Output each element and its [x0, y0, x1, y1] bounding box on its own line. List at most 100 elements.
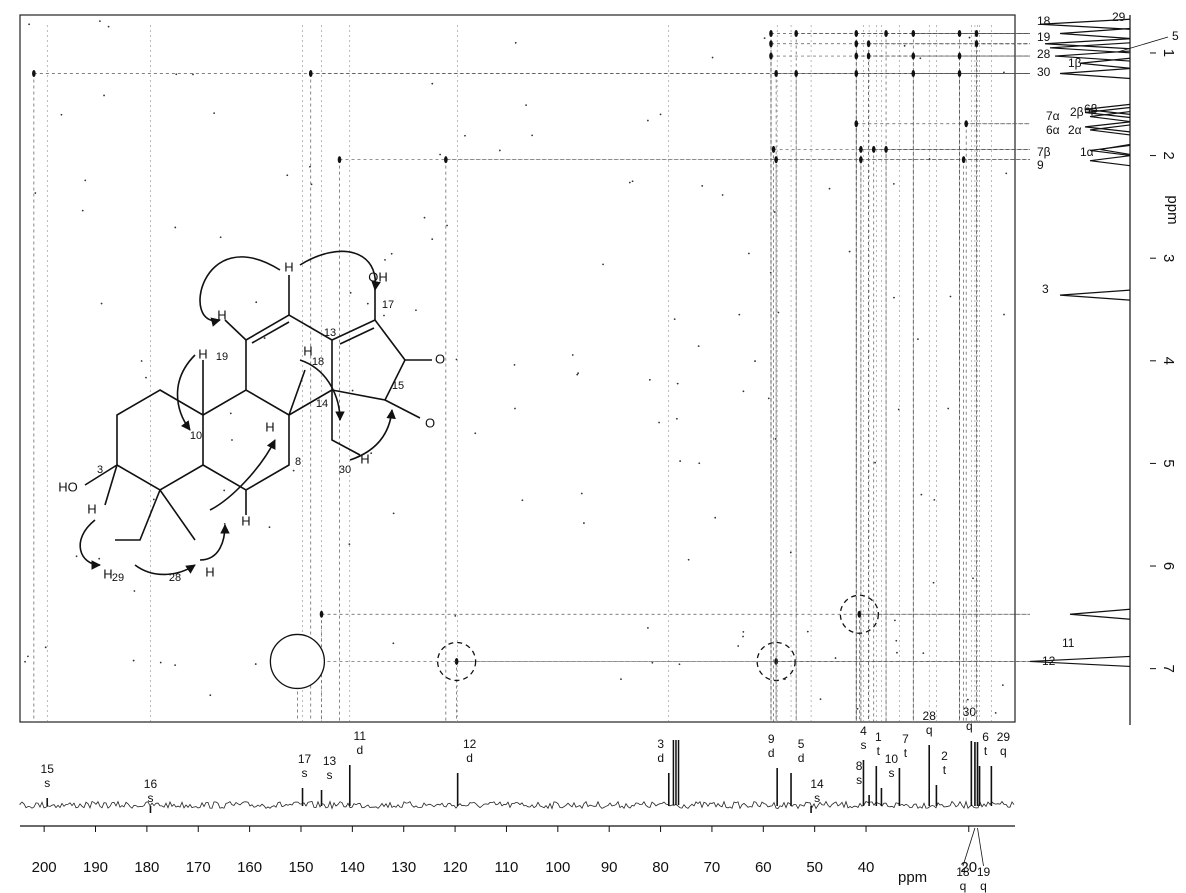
noise-dot — [474, 432, 477, 435]
carbon-multiplicity: q — [966, 719, 973, 733]
noise-dot — [133, 590, 136, 592]
noise-dot — [390, 252, 393, 255]
cross-peak — [964, 120, 969, 128]
noise-dot — [531, 134, 534, 137]
noise-dot — [747, 252, 750, 255]
noise-dot — [34, 192, 37, 194]
noise-dot — [521, 499, 524, 502]
carbon-multiplicity: t — [984, 744, 988, 758]
noise-dot — [498, 149, 501, 152]
cross-peak — [854, 29, 859, 37]
noise-dot — [175, 73, 178, 76]
noise-dot — [714, 516, 717, 519]
x-tick-label: 110 — [494, 859, 518, 876]
proton-peak — [1084, 103, 1131, 115]
noise-dot — [893, 296, 895, 299]
atom-label: OH — [368, 269, 388, 284]
carbon-multiplicity: s — [302, 766, 308, 780]
carbon-multiplicity: d — [768, 746, 775, 760]
noise-dot — [893, 619, 896, 622]
noise-dot — [646, 119, 649, 122]
noise-dot — [711, 56, 714, 59]
proton-peak — [1084, 121, 1131, 133]
x-tick-label: 50 — [806, 859, 823, 876]
leader — [962, 827, 976, 867]
noise-dot — [698, 462, 701, 465]
cross-peak — [866, 40, 871, 48]
noise-dot — [439, 153, 442, 156]
noise-dot — [754, 360, 756, 362]
proton-label: 12 — [1042, 654, 1056, 668]
noise-dot — [949, 295, 952, 298]
noise-dot — [773, 211, 776, 213]
carbon-multiplicity: s — [327, 768, 333, 782]
proton-peak — [1054, 50, 1131, 62]
atom-label: HO — [58, 479, 78, 494]
noise-dot — [968, 36, 971, 39]
atom-label: H — [241, 513, 250, 528]
noise-dot — [932, 581, 935, 584]
noise-dot — [583, 522, 585, 524]
noise-dot — [742, 390, 745, 393]
cross-peak — [454, 657, 459, 665]
cross-peak — [769, 52, 773, 60]
noise-dot — [738, 313, 741, 316]
noise-dot — [60, 113, 63, 116]
atom-label: H — [205, 564, 214, 579]
y-axis-label: ppm — [1164, 195, 1181, 224]
cross-peak — [911, 29, 916, 37]
hmbc-arrow — [209, 439, 276, 511]
hmbc-arrow — [199, 256, 281, 327]
y-tick-label: 7 — [1160, 664, 1177, 672]
hmbc-arrow — [349, 409, 396, 461]
noise-dot — [513, 363, 516, 366]
atom-label: 28 — [169, 572, 181, 584]
atom-label: H — [265, 419, 274, 434]
noise-dot — [28, 23, 31, 26]
cross-peak — [957, 69, 962, 77]
noise-dot — [580, 492, 583, 495]
cross-peak — [911, 69, 916, 77]
hmbc-arrow — [134, 564, 196, 576]
noise-dot — [577, 372, 579, 375]
proton-peak — [1089, 155, 1131, 167]
noise-dot — [159, 661, 162, 664]
ring-b — [202, 389, 290, 491]
leader — [1117, 36, 1169, 53]
proton-label: 9 — [1037, 158, 1044, 172]
proton-peak — [1059, 67, 1131, 80]
noise-dot — [576, 373, 579, 376]
carbon-multiplicity: q — [980, 879, 987, 893]
noise-dot — [1001, 684, 1004, 687]
atom-label: H — [303, 343, 312, 358]
noise-dot — [103, 94, 105, 97]
carbon-multiplicity: q — [1000, 744, 1007, 758]
carbon-multiplicity: q — [926, 723, 933, 737]
noise-dot — [308, 165, 311, 168]
carbon-label: 9 — [768, 732, 775, 746]
noise-dot — [737, 645, 740, 647]
noise-dot — [789, 551, 792, 554]
noise-dot — [84, 179, 87, 182]
x-tick-label: 80 — [652, 859, 669, 876]
x-axis-label: ppm — [898, 869, 927, 886]
noise-dot — [231, 439, 233, 441]
noise-dot — [292, 469, 295, 472]
proton-peak — [1049, 42, 1131, 54]
noise-dot — [856, 707, 859, 710]
noise-dot — [678, 663, 681, 666]
atom-label: 29 — [112, 572, 124, 584]
cross-peak — [957, 52, 962, 60]
proton-label: 1β — [1068, 56, 1082, 70]
x-tick-label: 200 — [32, 859, 57, 876]
noise-dot — [255, 301, 258, 304]
noise-dot — [446, 224, 448, 227]
noise-dot — [454, 614, 457, 617]
carbon-label: 6 — [982, 730, 989, 744]
noise-dot — [81, 209, 84, 212]
hmbc-arrow — [299, 359, 345, 421]
noise-dot — [384, 258, 386, 261]
noise-dot — [431, 238, 434, 241]
cross-peak — [774, 657, 778, 665]
noise-dot — [697, 345, 700, 348]
